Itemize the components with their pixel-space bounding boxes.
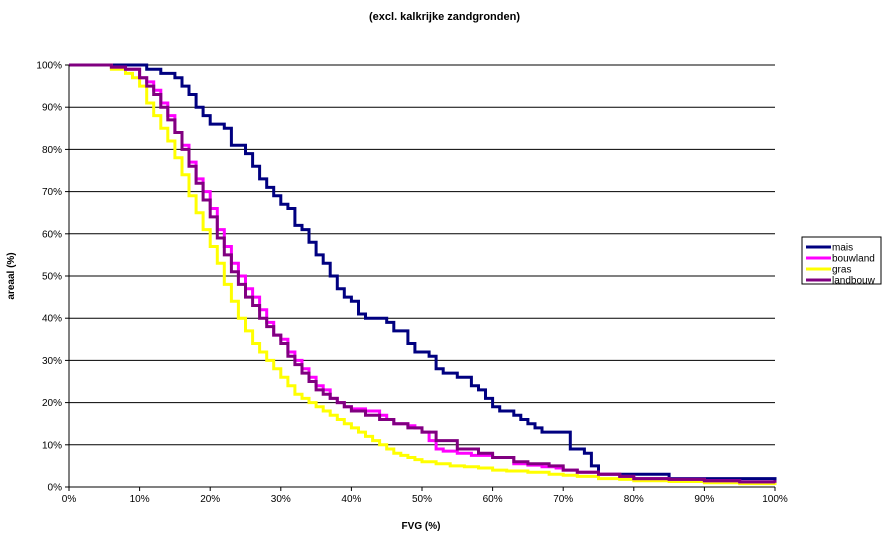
tick-labels: 0% 10% 20% 30% 40% 50% 60% 70% 80% 90% 100% 0% 10% 20… bbox=[36, 61, 787, 506]
x-tick-label: 40% bbox=[341, 494, 361, 505]
series-line-landbouw bbox=[69, 63, 777, 484]
x-tick-label: 70% bbox=[553, 494, 573, 505]
y-tick-label: 10% bbox=[42, 440, 62, 451]
legend-label-bouwland: bouwland bbox=[832, 254, 875, 265]
legend-label-landbouw: landbouw bbox=[832, 276, 876, 287]
x-tick-label: 50% bbox=[412, 494, 432, 505]
y-tick-label: 30% bbox=[42, 356, 62, 367]
x-tick-label: 0% bbox=[62, 494, 77, 505]
chart-title: (excl. kalkrijke zandgronden) bbox=[369, 11, 520, 23]
y-tick-label: 70% bbox=[42, 187, 62, 198]
series-line-mais bbox=[69, 63, 777, 483]
y-tick-label: 0% bbox=[48, 483, 63, 494]
x-tick-label: 60% bbox=[483, 494, 503, 505]
series-line-gras bbox=[69, 63, 777, 486]
x-tick-label: 30% bbox=[271, 494, 291, 505]
y-tick-label: 20% bbox=[42, 398, 62, 409]
grid-lines bbox=[69, 64, 775, 446]
legend-box bbox=[801, 236, 882, 285]
series-lines bbox=[69, 63, 777, 486]
x-axis-title: FVG (%) bbox=[402, 521, 441, 532]
axes bbox=[65, 64, 776, 491]
x-tick-label: 90% bbox=[694, 494, 714, 505]
legend-label-gras: gras bbox=[832, 265, 851, 276]
y-axis-title: areaal (%) bbox=[6, 252, 17, 299]
y-tick-label: 80% bbox=[42, 145, 62, 156]
y-tick-label: 90% bbox=[42, 103, 62, 114]
y-tick-label: 40% bbox=[42, 314, 62, 325]
y-tick-label: 50% bbox=[42, 272, 62, 283]
x-tick-label: 80% bbox=[624, 494, 644, 505]
x-tick-label: 10% bbox=[130, 494, 150, 505]
x-tick-label: 20% bbox=[200, 494, 220, 505]
x-tick-label: 100% bbox=[762, 494, 788, 505]
y-tick-label: 60% bbox=[42, 229, 62, 240]
y-tick-label: 100% bbox=[36, 61, 62, 72]
legend-label-mais: mais bbox=[832, 243, 853, 254]
